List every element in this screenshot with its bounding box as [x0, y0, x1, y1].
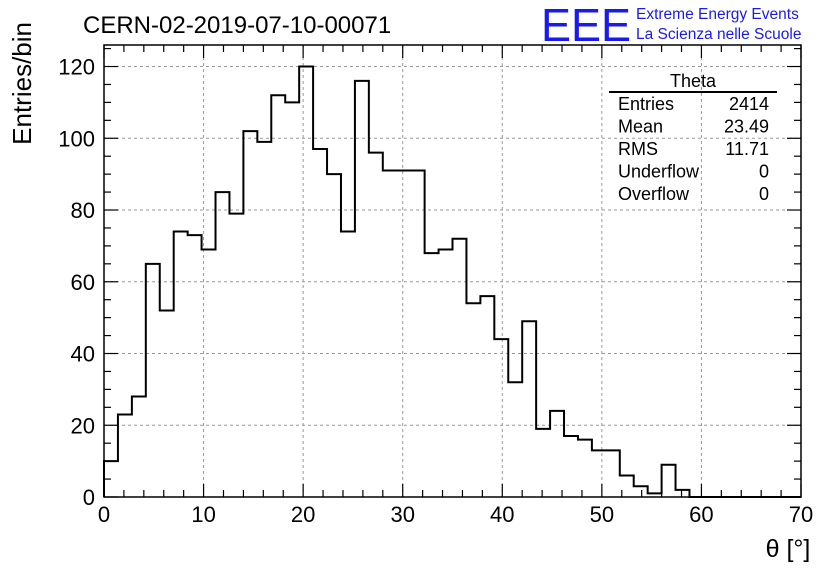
logo-line-2: La Scienza nelle Scuole	[636, 26, 801, 43]
stats-box: Theta Entries 2414 Mean 23.49 RMS 11.71 Underf…	[609, 71, 777, 204]
stats-label: Entries	[618, 94, 674, 114]
stats-label: Overflow	[618, 184, 690, 204]
x-tick-label: 70	[789, 502, 813, 527]
stats-value: 2414	[729, 94, 769, 114]
y-tick-labels: 0 20 40 60 80 100 120	[58, 55, 95, 510]
x-tick-label: 20	[291, 502, 315, 527]
x-tick-label: 40	[490, 502, 514, 527]
x-tick-label: 0	[98, 502, 110, 527]
y-tick-label: 0	[83, 485, 95, 510]
stats-value: 23.49	[724, 117, 769, 137]
x-axis-title: θ [°]	[766, 535, 811, 563]
logo-line-1: Extreme Energy Events	[636, 6, 799, 23]
x-tick-label: 60	[689, 502, 713, 527]
stats-label: Underflow	[618, 162, 700, 182]
stats-label: RMS	[618, 139, 658, 159]
y-tick-label: 20	[71, 413, 95, 438]
x-tick-label: 50	[590, 502, 614, 527]
y-tick-label: 60	[71, 270, 95, 295]
grid-lines	[104, 45, 801, 497]
y-tick-label: 40	[71, 342, 95, 367]
stats-value: 0	[759, 184, 769, 204]
y-axis-title: Entries/bin	[7, 22, 37, 145]
plot-frame	[103, 44, 802, 498]
y-tick-label: 120	[58, 55, 95, 80]
y-tick-label: 80	[71, 198, 95, 223]
stats-label: Mean	[618, 117, 663, 137]
x-tick-labels: 0 10 20 30 40 50 60 70	[98, 502, 813, 527]
stats-value: 0	[759, 162, 769, 182]
x-tick-label: 10	[191, 502, 215, 527]
run-id-title: CERN-02-2019-07-10-00071	[83, 12, 391, 39]
y-tick-label: 100	[58, 126, 95, 151]
stats-title: Theta	[670, 71, 717, 91]
x-tick-label: 30	[390, 502, 414, 527]
axis-ticks	[103, 45, 802, 498]
stats-value: 11.71	[725, 139, 769, 159]
histogram-series	[103, 65, 801, 498]
eee-logo: EEE	[541, 0, 631, 51]
